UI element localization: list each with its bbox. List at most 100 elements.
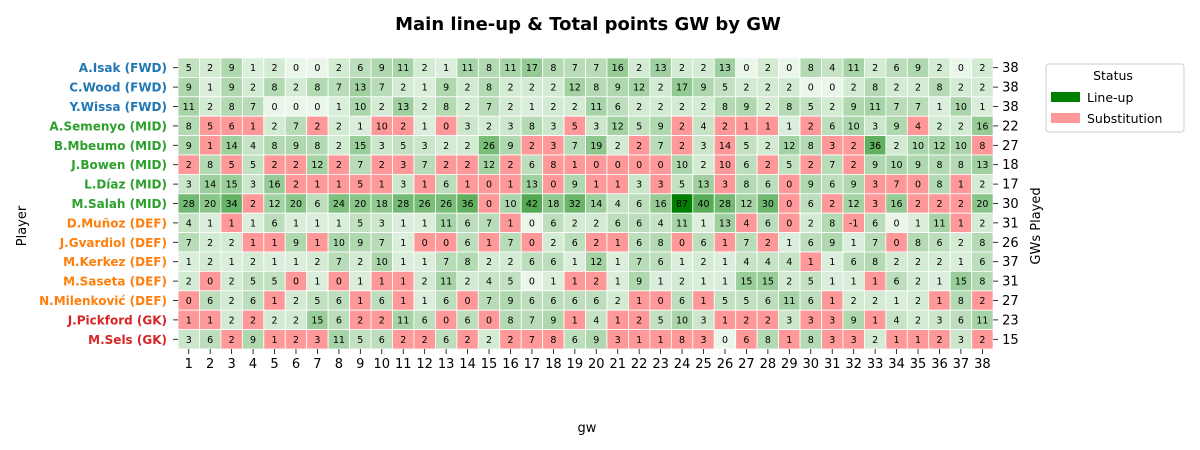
cell-value: 6 bbox=[357, 63, 363, 74]
cell-value: 3 bbox=[936, 315, 942, 326]
cell-value: 8 bbox=[507, 315, 513, 326]
cell-value: 7 bbox=[293, 121, 299, 132]
cell-value: 7 bbox=[486, 102, 492, 113]
cell-value: 2 bbox=[915, 277, 921, 288]
cell-value: 2 bbox=[293, 315, 299, 326]
x-tick-label: 31 bbox=[824, 357, 841, 372]
cell-value: 3 bbox=[808, 315, 814, 326]
cell-value: 0 bbox=[529, 238, 535, 249]
x-tick-label: 37 bbox=[953, 357, 970, 372]
x-tick-label: 34 bbox=[888, 357, 905, 372]
cell-value: 14 bbox=[719, 141, 731, 152]
cell-value: 32 bbox=[569, 199, 581, 210]
x-tick-label: 1 bbox=[185, 357, 193, 372]
cell-value: 2 bbox=[357, 315, 363, 326]
cell-value: 14 bbox=[590, 199, 602, 210]
cell-value: 9 bbox=[507, 296, 513, 307]
cell-value: 2 bbox=[250, 199, 256, 210]
cell-value: 1 bbox=[422, 83, 428, 94]
cell-value: 1 bbox=[786, 335, 792, 346]
cell-value: 2 bbox=[336, 63, 342, 74]
cell-value: 2 bbox=[400, 121, 406, 132]
cell-value: 8 bbox=[958, 160, 964, 171]
cell-value: 6 bbox=[765, 180, 771, 191]
cell-value: 6 bbox=[336, 315, 342, 326]
cell-value: 16 bbox=[612, 63, 624, 74]
cell-value: 0 bbox=[636, 160, 642, 171]
cell-value: 8 bbox=[979, 141, 985, 152]
cell-value: 8 bbox=[272, 83, 278, 94]
cell-value: 2 bbox=[572, 218, 578, 229]
cell-value: 6 bbox=[207, 335, 213, 346]
y-tick-labels: A.Isak (FWD) C.Wood (FWD) Y.Wissa (FWD) A.S… bbox=[39, 61, 178, 347]
cell-value: 10 bbox=[719, 160, 731, 171]
x-tick-label: 23 bbox=[652, 357, 669, 372]
cell-value: 1 bbox=[936, 296, 942, 307]
cell-value: 8 bbox=[786, 102, 792, 113]
cell-value: 26 bbox=[419, 199, 431, 210]
cell-value: 5 bbox=[658, 315, 664, 326]
cell-value: 0 bbox=[786, 180, 792, 191]
cell-value: 2 bbox=[894, 257, 900, 268]
cell-value: 3 bbox=[872, 121, 878, 132]
cell-value: 7 bbox=[593, 63, 599, 74]
cell-value: 2 bbox=[379, 160, 385, 171]
cell-value: 2 bbox=[293, 296, 299, 307]
cell-value: 2 bbox=[250, 257, 256, 268]
cell-value: 1 bbox=[400, 238, 406, 249]
cell-value: 0 bbox=[786, 218, 792, 229]
cell-value: 1 bbox=[829, 257, 835, 268]
cell-value: 2 bbox=[894, 83, 900, 94]
cell-value: 1 bbox=[615, 277, 621, 288]
cell-value: 2 bbox=[572, 102, 578, 113]
cell-value: 1 bbox=[314, 180, 320, 191]
cell-value: 2 bbox=[636, 141, 642, 152]
cell-value: 4 bbox=[701, 121, 707, 132]
cell-value: 2 bbox=[808, 160, 814, 171]
cell-value: 5 bbox=[250, 160, 256, 171]
cell-value: 12 bbox=[933, 141, 945, 152]
cell-value: 13 bbox=[526, 180, 538, 191]
cell-value: 2 bbox=[465, 102, 471, 113]
cell-value: 3 bbox=[400, 160, 406, 171]
cell-value: 2 bbox=[829, 199, 835, 210]
cell-value: 0 bbox=[443, 121, 449, 132]
cell-value: 18 bbox=[376, 199, 388, 210]
cell-value: 3 bbox=[507, 121, 513, 132]
x-tick-label: 6 bbox=[292, 357, 300, 372]
cell-value: 1 bbox=[250, 63, 256, 74]
cell-value: 6 bbox=[701, 238, 707, 249]
cell-value: 8 bbox=[936, 160, 942, 171]
cell-value: 8 bbox=[550, 335, 556, 346]
cell-value: 2 bbox=[851, 141, 857, 152]
cell-value: 1 bbox=[400, 257, 406, 268]
cell-value: 5 bbox=[507, 277, 513, 288]
cell-value: 2 bbox=[701, 102, 707, 113]
cell-value: 3 bbox=[379, 141, 385, 152]
cell-value: 2 bbox=[979, 296, 985, 307]
cell-value: 4 bbox=[615, 199, 621, 210]
cell-value: 1 bbox=[636, 296, 642, 307]
x-tick-label: 12 bbox=[416, 357, 433, 372]
cell-value: 2 bbox=[186, 277, 192, 288]
gws-played-label: 23 bbox=[1002, 313, 1019, 328]
x-axis-label: gw bbox=[578, 421, 597, 436]
cell-value: 1 bbox=[872, 277, 878, 288]
cell-value: 6 bbox=[765, 296, 771, 307]
cell-value: 2 bbox=[379, 315, 385, 326]
cell-value: 13 bbox=[354, 83, 366, 94]
cell-value: 0 bbox=[615, 160, 621, 171]
x-tick-label: 22 bbox=[631, 357, 648, 372]
cell-value: 16 bbox=[268, 180, 280, 191]
cell-value: 3 bbox=[400, 180, 406, 191]
cell-value: 11 bbox=[397, 315, 409, 326]
cell-value: 20 bbox=[354, 199, 366, 210]
cell-value: 7 bbox=[529, 335, 535, 346]
cell-value: 28 bbox=[183, 199, 195, 210]
cell-value: 6 bbox=[872, 218, 878, 229]
cell-value: 0 bbox=[486, 180, 492, 191]
cell-value: 15 bbox=[311, 315, 323, 326]
cell-value: 9 bbox=[293, 141, 299, 152]
cell-value: 2 bbox=[679, 63, 685, 74]
cell-value: 6 bbox=[229, 121, 235, 132]
